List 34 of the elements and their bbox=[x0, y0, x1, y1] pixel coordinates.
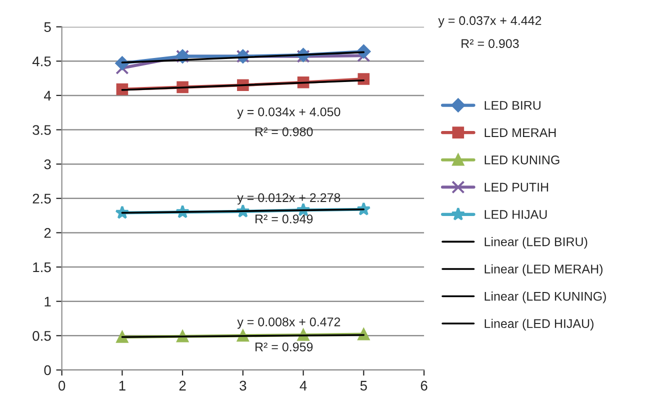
legend-label: LED PUTIH bbox=[484, 182, 548, 192]
x-tick-label: 3 bbox=[240, 380, 246, 391]
annotation: R² = 0.980 bbox=[256, 127, 313, 136]
text: y = 0.037x + 4.442 bbox=[438, 16, 542, 28]
x-tick-label: 6 bbox=[420, 380, 428, 391]
y-tick-label: 4.5 bbox=[32, 56, 51, 66]
text: R² = 0.903 bbox=[462, 39, 519, 48]
legend-label: Linear (LED BIRU) bbox=[484, 237, 588, 249]
x-tick-label: 1 bbox=[119, 380, 126, 390]
y-tick-label: 2 bbox=[44, 228, 51, 238]
y-tick-label: 2.5 bbox=[32, 194, 51, 204]
y-tick-label: 0.5 bbox=[32, 330, 51, 341]
y-tick-label: 3.5 bbox=[32, 125, 51, 135]
legend-label: Linear (LED HIJAU) bbox=[484, 318, 594, 330]
y-tick-label: 1 bbox=[44, 296, 51, 306]
x-tick-label: 4 bbox=[300, 380, 307, 390]
annotation: y = 0.008x + 0.472 bbox=[237, 317, 340, 329]
legend-label: LED HIJAU bbox=[484, 210, 547, 219]
y-tick-label: 5 bbox=[44, 22, 51, 32]
legend-label: Linear (LED MERAH) bbox=[484, 264, 602, 276]
legend-label: Linear (LED KUNING) bbox=[484, 292, 606, 304]
x-tick-label: 2 bbox=[179, 380, 186, 390]
y-tick-label: 3 bbox=[44, 159, 51, 170]
legend-label: LED KUNING bbox=[484, 156, 560, 164]
y-tick-label: 1.5 bbox=[33, 262, 51, 272]
legend-label: LED MERAH bbox=[484, 128, 556, 137]
y-tick-label: 4 bbox=[44, 90, 51, 100]
x-tick-label: 5 bbox=[360, 380, 367, 391]
x-tick-label: 0 bbox=[58, 380, 66, 391]
annotation: R² = 0.949 bbox=[256, 214, 313, 224]
annotation: y = 0.034x + 4.050 bbox=[237, 107, 340, 119]
annotation: R² = 0.959 bbox=[256, 342, 313, 352]
y-tick-label: 0 bbox=[44, 365, 51, 376]
legend-label: LED BIRU bbox=[484, 101, 540, 110]
